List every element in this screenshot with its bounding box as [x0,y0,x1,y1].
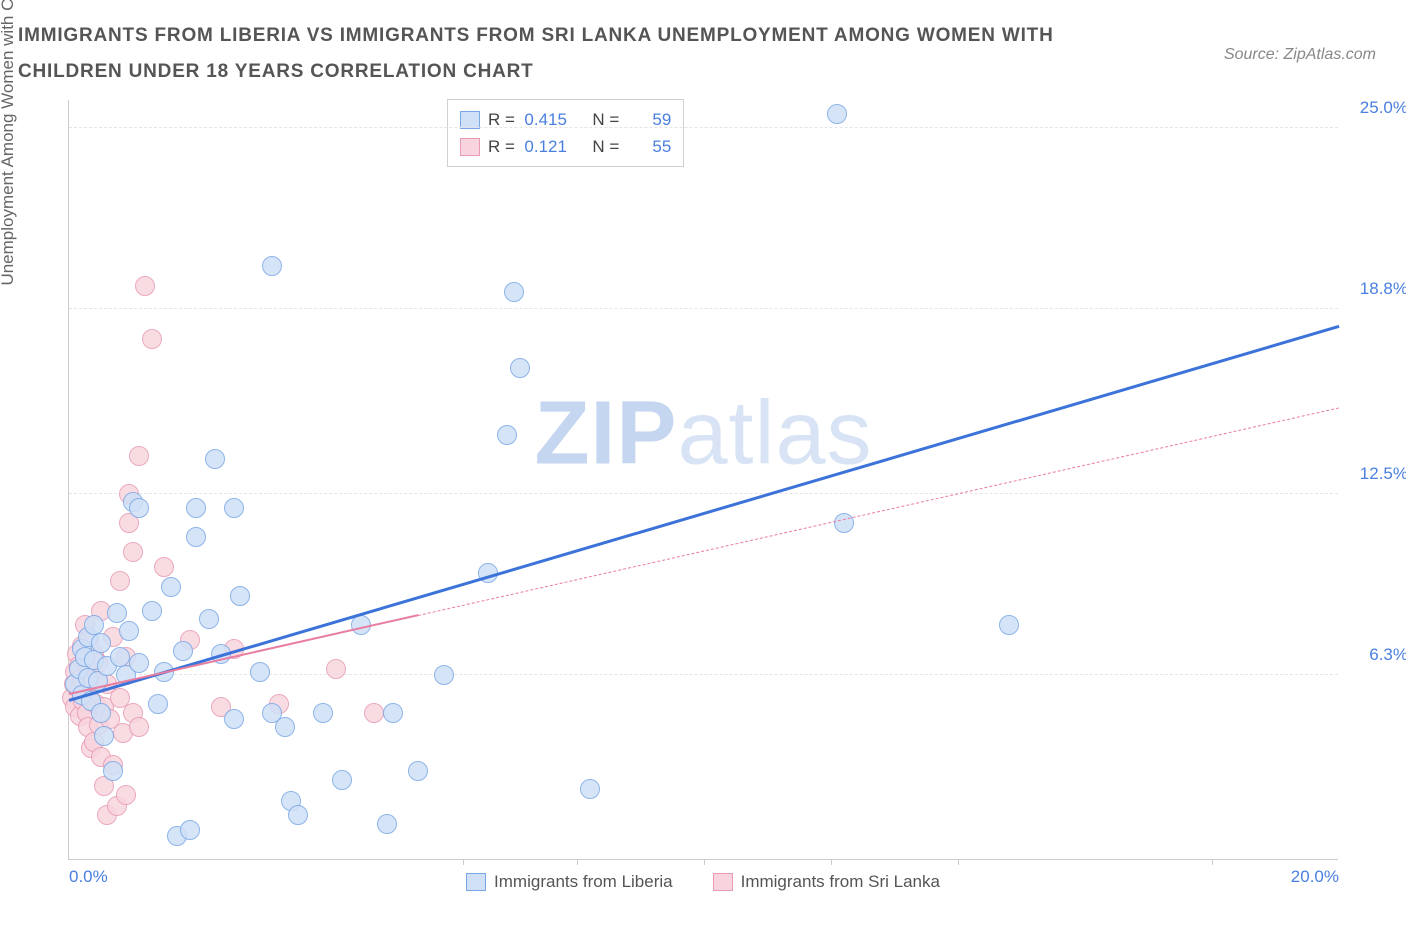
x-tick [831,859,832,865]
data-point-liberia [142,601,162,621]
watermark: ZIPatlas [534,382,872,485]
data-point-srilanka [129,717,149,737]
data-point-srilanka [129,446,149,466]
data-point-liberia [408,761,428,781]
y-tick-label: 18.8% [1348,279,1406,299]
data-point-liberia [94,726,114,746]
data-point-srilanka [142,329,162,349]
data-point-liberia [199,609,219,629]
swatch-srilanka [460,138,480,156]
series-legend: Immigrants from Liberia Immigrants from … [68,872,1338,892]
legend-label-srilanka: Immigrants from Sri Lanka [741,872,940,892]
data-point-liberia [999,615,1019,635]
x-tick [1212,859,1213,865]
gridline [69,493,1338,494]
data-point-liberia [224,498,244,518]
x-tick [463,859,464,865]
data-point-liberia [262,256,282,276]
data-point-srilanka [135,276,155,296]
data-point-liberia [91,633,111,653]
data-point-liberia [119,621,139,641]
source-label: Source: ZipAtlas.com [1224,18,1376,64]
data-point-liberia [205,449,225,469]
data-point-liberia [186,527,206,547]
data-point-liberia [186,498,206,518]
y-tick-label: 6.3% [1348,645,1406,665]
chart-title: IMMIGRANTS FROM LIBERIA VS IMMIGRANTS FR… [18,18,1118,90]
data-point-liberia [103,761,123,781]
y-tick-label: 25.0% [1348,98,1406,118]
trend-line [418,408,1339,617]
trend-line [69,325,1340,702]
data-point-liberia [230,586,250,606]
data-point-srilanka [110,571,130,591]
gridline [69,308,1338,309]
data-point-liberia [148,694,168,714]
data-point-liberia [275,717,295,737]
data-point-liberia [107,603,127,623]
data-point-liberia [377,814,397,834]
data-point-liberia [834,513,854,533]
swatch-srilanka-b [713,873,733,891]
legend-row-liberia: R = 0.415 N = 59 [460,106,671,133]
data-point-liberia [510,358,530,378]
data-point-liberia [161,577,181,597]
data-point-liberia [129,653,149,673]
data-point-srilanka [154,557,174,577]
data-point-liberia [288,805,308,825]
data-point-liberia [129,498,149,518]
data-point-liberia [224,709,244,729]
swatch-liberia-b [466,873,486,891]
data-point-liberia [332,770,352,790]
data-point-liberia [91,703,111,723]
y-tick-label: 12.5% [1348,464,1406,484]
legend-label-liberia: Immigrants from Liberia [494,872,673,892]
data-point-liberia [173,641,193,661]
data-point-liberia [313,703,333,723]
data-point-liberia [497,425,517,445]
x-tick [704,859,705,865]
data-point-liberia [504,282,524,302]
data-point-liberia [180,820,200,840]
data-point-srilanka [326,659,346,679]
data-point-liberia [580,779,600,799]
legend-row-srilanka: R = 0.121 N = 55 [460,133,671,160]
correlation-legend: R = 0.415 N = 59 R = 0.121 N = 55 [447,99,684,167]
x-tick [958,859,959,865]
data-point-srilanka [123,542,143,562]
chart-container: Unemployment Among Women with Children U… [18,100,1388,910]
data-point-srilanka [364,703,384,723]
gridline [69,127,1338,128]
swatch-liberia [460,111,480,129]
data-point-liberia [383,703,403,723]
data-point-liberia [250,662,270,682]
plot-area: ZIPatlas R = 0.415 N = 59 R = 0.121 N = … [68,100,1338,860]
data-point-srilanka [116,785,136,805]
x-tick [577,859,578,865]
legend-item-srilanka: Immigrants from Sri Lanka [713,872,940,892]
data-point-liberia [434,665,454,685]
legend-item-liberia: Immigrants from Liberia [466,872,673,892]
y-axis-label: Unemployment Among Women with Children U… [0,0,18,286]
data-point-liberia [827,104,847,124]
